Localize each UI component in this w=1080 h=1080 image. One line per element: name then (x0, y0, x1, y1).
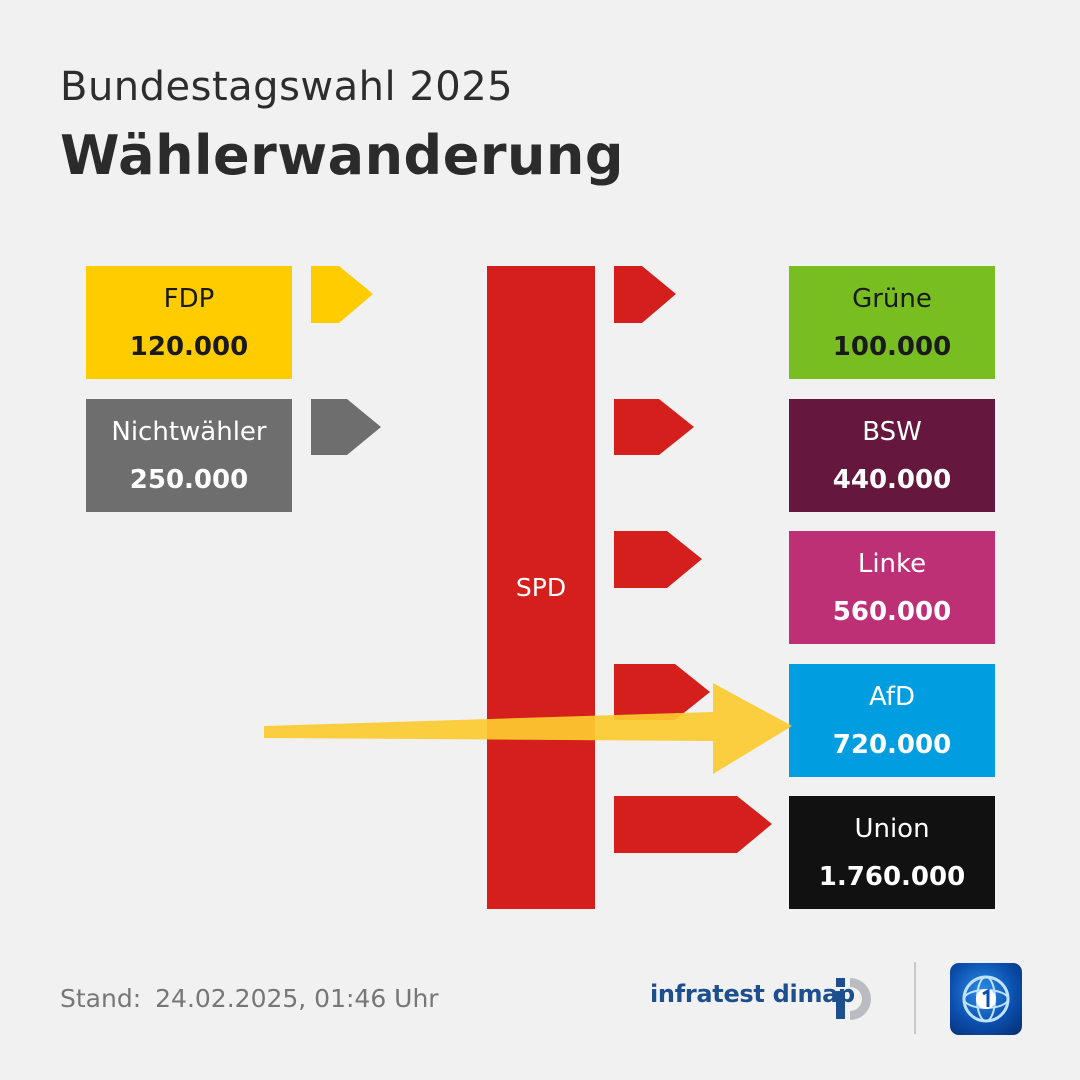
outflow-box-bsw: BSW 440.000 (789, 399, 995, 512)
pollster-logo-icon (836, 978, 871, 1020)
inflow-value: 250.000 (129, 464, 249, 495)
outflow-value: 1.760.000 (818, 861, 966, 892)
spd-label: SPD (515, 573, 567, 602)
outflow-box-linke: Linke 560.000 (789, 531, 995, 644)
inflow-name: Nichtwähler (111, 416, 267, 447)
inflow-box-fdp: FDP 120.000 (86, 266, 292, 379)
footer-divider (914, 962, 916, 1034)
outflow-arrow-gruene (614, 266, 676, 323)
outflow-value: 720.000 (832, 729, 952, 760)
outflow-box-union: Union 1.760.000 (789, 796, 995, 909)
highlight-arrow (264, 683, 792, 774)
chart-subtitle: Bundestagswahl 2025 (60, 64, 514, 110)
stand-date: 24.02.2025, 01:46 Uhr (155, 984, 439, 1013)
inflow-arrow-fdp (311, 266, 373, 323)
outflow-arrow-union (614, 796, 772, 853)
stand-label: Stand: (60, 984, 142, 1013)
inflow-arrow-nichtwaehler (311, 399, 381, 455)
outflow-value: 440.000 (832, 464, 952, 495)
tagesschau-globe-icon (950, 963, 1022, 1035)
spd-bar: SPD (487, 266, 595, 909)
inflow-name: FDP (163, 283, 215, 314)
outflow-value: 100.000 (832, 331, 952, 362)
stand-timestamp: Stand: 24.02.2025, 01:46 Uhr (60, 984, 439, 1013)
outflow-name: Grüne (852, 283, 932, 314)
outflow-box-gruene: Grüne 100.000 (789, 266, 995, 379)
inflow-value: 120.000 (129, 331, 249, 362)
outflow-arrow-bsw (614, 399, 694, 455)
pollster-logo-text: infratest dimap (650, 980, 855, 1008)
outflow-name: Union (854, 813, 930, 844)
inflow-box-nichtwaehler: Nichtwähler 250.000 (86, 399, 292, 512)
outflow-value: 560.000 (832, 596, 952, 627)
outflow-box-afd: AfD 720.000 (789, 664, 995, 777)
chart-title: Wählerwanderung (60, 124, 625, 187)
outflow-name: Linke (857, 548, 927, 579)
outflow-name: BSW (862, 416, 922, 447)
outflow-arrow-linke (614, 531, 702, 588)
outflow-arrow-afd (614, 664, 710, 720)
outflow-name: AfD (868, 681, 916, 712)
